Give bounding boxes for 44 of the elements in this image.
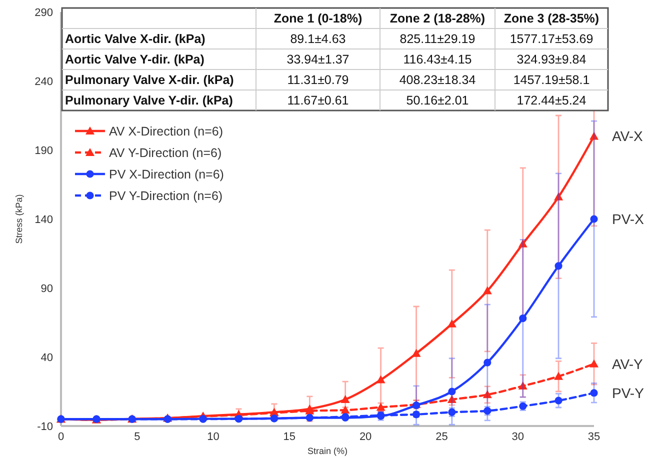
annotation: 825.11±29.19 [400, 32, 476, 46]
annotation: 33.94±1.37 [286, 52, 350, 67]
annotation: 408.23±18.34 [399, 73, 476, 88]
text: AV-X [612, 128, 644, 144]
x-tick-label: 0 [58, 431, 64, 443]
annotation: 11.31±0.79 [287, 73, 349, 88]
y-tick-label: 90 [40, 282, 53, 295]
x-tick-label: 5 [134, 431, 140, 443]
y-tick-label: 40 [40, 352, 53, 364]
x-tick-label: 25 [436, 431, 448, 443]
x-axis-title: Strain (%) [307, 446, 348, 456]
annotation: Zone 1 (0-18%) [274, 12, 362, 26]
annotation: 11.67±0.61 [287, 94, 349, 108]
annotation: Aortic Valve X-dir. (kPa) [65, 32, 206, 46]
annotation: Pulmonary Valve Y-dir. (kPa) [65, 94, 233, 108]
x-tick-label: 30 [512, 431, 524, 443]
legend-label: PV X-Direction (n=6) [109, 167, 224, 182]
annotation: 89.1±4.63 [290, 32, 346, 46]
annotation: 324.93±9.84 [516, 52, 586, 67]
annotation: 172.44±5.24 [516, 94, 586, 108]
text: PV-X [612, 210, 645, 227]
y-tick-label: -10 [37, 420, 53, 433]
annotation: 1457.19±58.1 [513, 73, 590, 88]
annotation: 116.43±4.15 [403, 52, 472, 67]
x-tick-label: 10 [207, 431, 220, 443]
annotation: Aortic Valve Y-dir. (kPa) [65, 52, 204, 67]
legend-label: AV Y-Direction (n=6) [109, 146, 222, 160]
legend-label: AV X-Direction (n=6) [109, 124, 224, 138]
x-tick-label: 35 [588, 431, 600, 443]
y-tick-label: 240 [34, 76, 53, 88]
y-axis-title: Stress (kPa) [14, 194, 24, 244]
annotation: Pulmonary Valve X-dir. (kPa) [65, 73, 234, 88]
y-tick-label: 290 [34, 6, 53, 19]
y-tick-label: 190 [34, 144, 53, 157]
text: PV-Y [612, 384, 645, 401]
annotation: 50.16±2.01 [406, 94, 469, 108]
annotation: 1577.17±53.69 [510, 32, 594, 46]
annotation: Zone 3 (28-35%) [504, 12, 600, 26]
x-tick-label: 15 [283, 431, 296, 443]
y-tick-label: 140 [34, 214, 53, 226]
legend-label: PV Y-Direction (n=6) [109, 188, 223, 203]
text: AV-Y [612, 356, 644, 372]
x-tick-label: 20 [359, 431, 372, 443]
annotation: Zone 2 (18-28%) [390, 12, 486, 26]
